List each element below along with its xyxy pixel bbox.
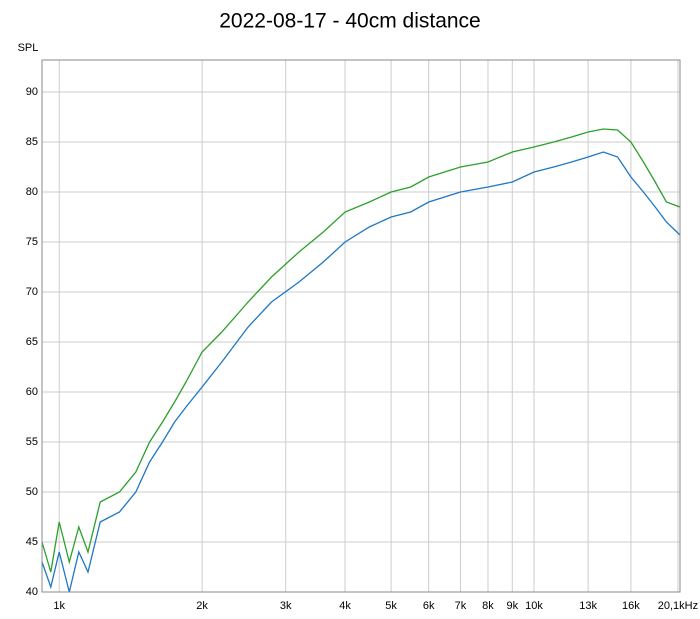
x-tick-label: 16k	[622, 600, 640, 612]
chart-title: 2022-08-17 - 40cm distance	[219, 10, 481, 33]
y-tick-label: 40	[26, 586, 38, 598]
y-tick-label: 50	[26, 486, 38, 498]
x-tick-label: 6k	[423, 600, 435, 612]
y-tick-label: 55	[26, 436, 38, 448]
data-line	[41, 128, 681, 573]
plot-area	[41, 59, 681, 593]
y-tick-label: 75	[26, 236, 38, 248]
y-tick-label: 80	[26, 186, 38, 198]
x-tick-label: 2k	[196, 600, 208, 612]
y-tick-label: 45	[26, 536, 38, 548]
x-tick-label: 5k	[385, 600, 397, 612]
y-tick-label: 60	[26, 386, 38, 398]
x-tick-label: 7k	[455, 600, 467, 612]
x-tick-label: 10k	[525, 600, 543, 612]
x-tick-label: 20,1kHz	[658, 600, 698, 612]
y-tick-label: 90	[26, 86, 38, 98]
x-tick-label: 4k	[339, 600, 351, 612]
x-tick-label: 9k	[506, 600, 518, 612]
x-tick-label: 13k	[579, 600, 597, 612]
data-line	[41, 151, 681, 593]
x-tick-label: 1k	[53, 600, 65, 612]
x-tick-label: 3k	[280, 600, 292, 612]
y-tick-label: 85	[26, 136, 38, 148]
y-axis-label: SPL	[18, 42, 39, 54]
x-tick-label: 8k	[482, 600, 494, 612]
y-tick-label: 70	[26, 286, 38, 298]
plot-frame	[41, 59, 681, 593]
y-tick-label: 65	[26, 336, 38, 348]
